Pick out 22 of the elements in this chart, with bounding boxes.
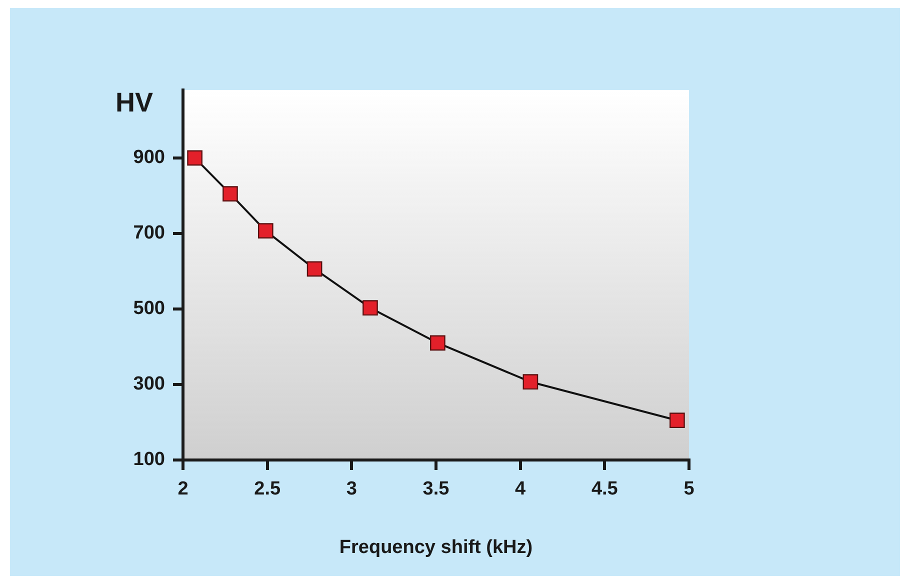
x-axis-title: Frequency shift (kHz) xyxy=(339,536,533,558)
x-tick-label: 4.5 xyxy=(591,478,618,500)
y-tick-label: 700 xyxy=(133,222,165,244)
point xyxy=(362,300,378,316)
y-tick-label: 500 xyxy=(133,298,165,320)
point xyxy=(430,335,446,351)
x-tick-label: 4 xyxy=(515,478,526,500)
point xyxy=(306,261,322,277)
x-tick-label: 3 xyxy=(346,478,357,500)
y-tick-label: 100 xyxy=(133,449,165,470)
y-tick-label: 900 xyxy=(133,147,165,168)
y-tick-label: 300 xyxy=(133,374,165,395)
point xyxy=(258,223,274,238)
point xyxy=(522,374,538,390)
y-axis-title: HV xyxy=(115,87,153,118)
point xyxy=(187,150,202,166)
x-tick-label: 2 xyxy=(178,478,188,500)
point xyxy=(670,412,685,428)
x-tick-label: 2.5 xyxy=(254,478,281,500)
x-tick-label: 3.5 xyxy=(422,478,450,500)
point xyxy=(222,186,238,202)
x-tick-label: 5 xyxy=(684,478,695,500)
